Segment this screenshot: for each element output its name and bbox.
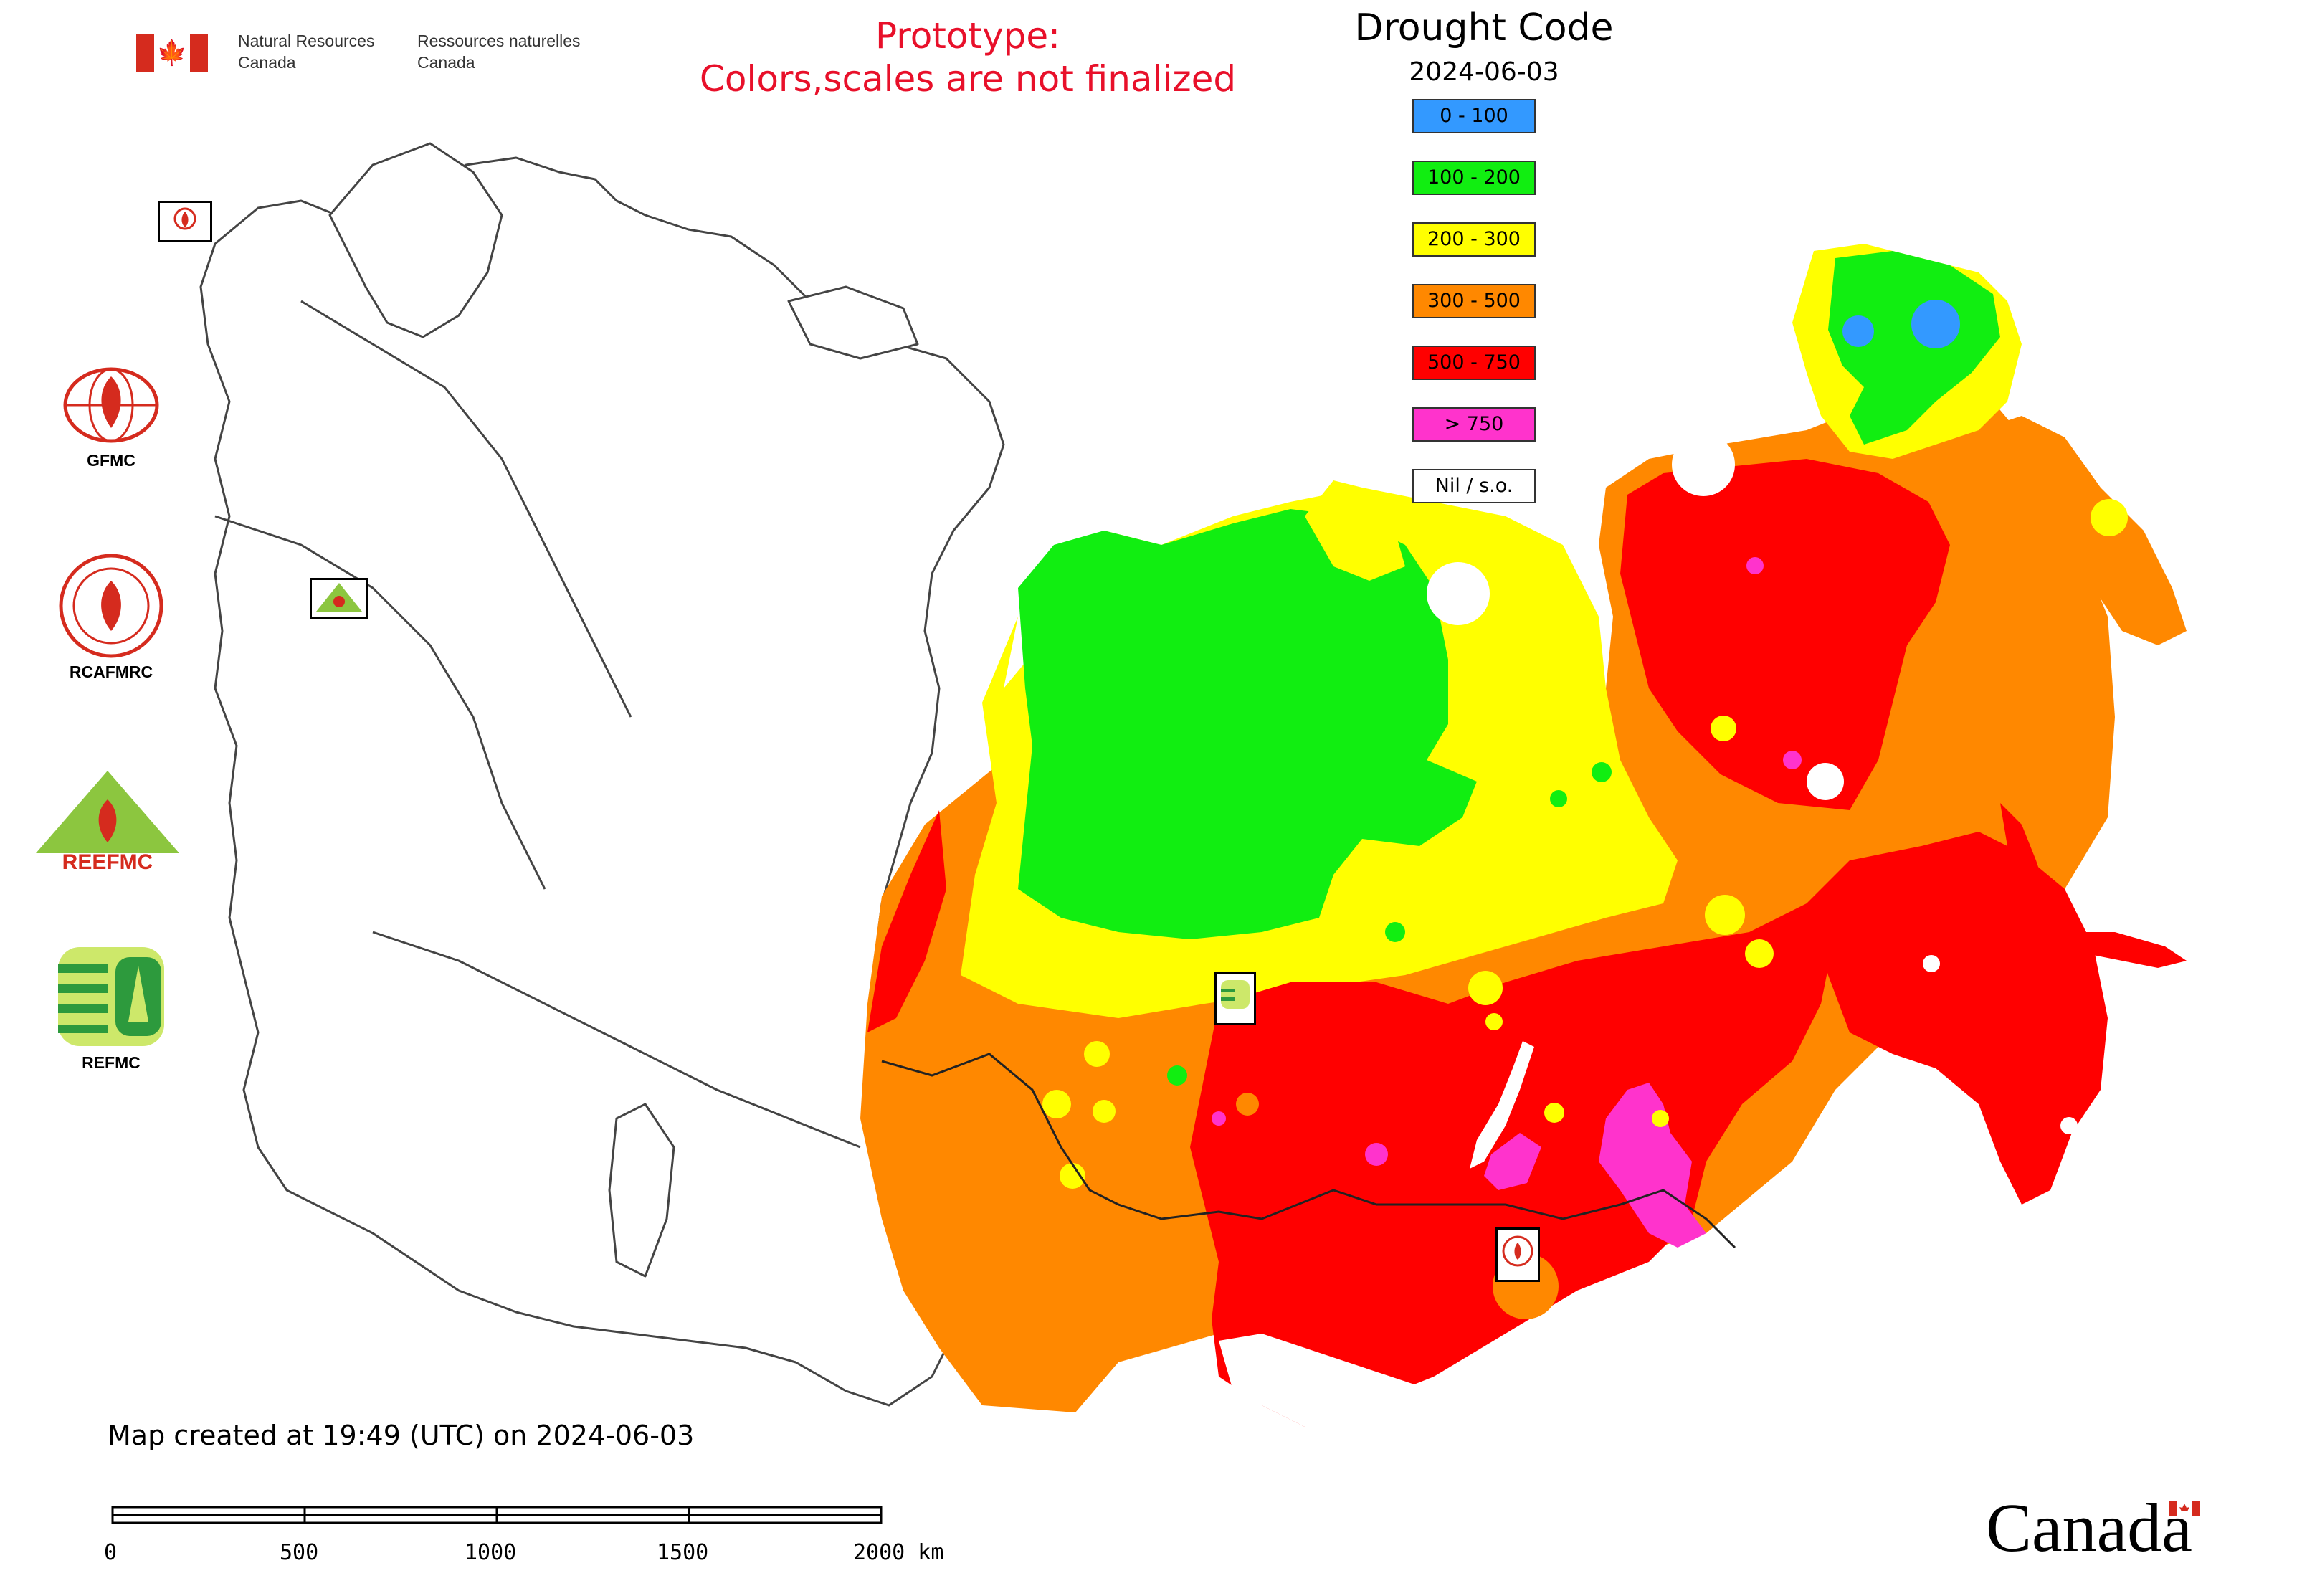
region-red-fareast [1807,832,2108,1205]
region-green-spot-2 [1167,1065,1187,1086]
country-boundaries [199,142,1005,1407]
rcafmrc-map-marker [1495,1227,1540,1282]
region-yellow-kamchatka [2091,499,2128,536]
drought-region [860,244,2187,1448]
region-yellow-spot-1 [1711,716,1736,741]
scale-bar-graphic [111,1506,883,1524]
region-magenta-east [1599,1083,1706,1248]
region-nil-2 [1427,562,1490,625]
department-name-fr: Ressources naturelles Canada [417,32,581,72]
region-nil-1 [1672,433,1735,496]
legend-item-200-300: 200 - 300 [1412,222,1536,257]
reefmc-map-marker [310,578,368,619]
legend-item-nil: Nil / s.o. [1412,469,1536,503]
refmc-sigma-logo-icon [1221,980,1250,1009]
legend-item-300-500: 300 - 500 [1412,284,1536,318]
rcafmrc-seal-logo-icon [1502,1235,1533,1267]
reefmc-triangle-logo-icon [316,583,362,612]
scale-tick-500: 500 [280,1540,319,1565]
canada-wordmark: Canada [1986,1488,2200,1567]
region-orange-kamchatka [1979,416,2187,645]
region-green-spot-4 [1550,790,1567,807]
region-green [1018,509,1477,939]
legend-item-500-750: 500 - 750 [1412,346,1536,380]
refmc-sigma-logo-icon [58,947,164,1046]
refmc-label: REFMC [82,1053,141,1072]
canada-flag-icon: 🍁 [136,34,208,72]
rcafmrc-seal-logo-icon [59,554,163,658]
internal-border-3 [372,931,861,1149]
region-yellow-spot-5 [1042,1090,1071,1118]
internal-border-2 [214,515,546,890]
department-name-en: Natural Resources Canada [238,32,375,72]
gfmc-globe-flame-logo-icon [173,207,196,230]
gfmc-map-marker [158,201,212,242]
scale-tick-2000: 2000 km [853,1540,944,1565]
region-nil-south [1219,1334,1506,1448]
refmc-logo: REFMC [25,943,197,1073]
region-green-chukotka [1828,251,2000,445]
region-nil-5 [2060,1117,2078,1134]
lake-baikal [1470,1041,1534,1169]
refmc-map-marker [1214,972,1256,1025]
region-yellow-north [1305,480,1405,581]
scale-tick-1500: 1500 [657,1540,709,1565]
reefmc-wordmark: REEFMC [62,850,153,874]
caspian-sea [608,1103,675,1278]
region-red-sakhalin [2000,803,2187,968]
rcafmrc-label: RCAFMRC [69,662,153,681]
prototype-line-2: Colors,scales are not finalized [699,58,1237,100]
prototype-notice: Prototype: Colors,scales are not finaliz… [624,14,1312,100]
legend-item-over-750: > 750 [1412,407,1536,442]
internal-border-1 [300,300,632,718]
scale-tick-1000: 1000 [465,1540,517,1565]
legend-item-0-100: 0 - 100 [1412,99,1536,133]
region-red-northeast [1620,459,1950,810]
prototype-line-1: Prototype: [875,15,1061,57]
region-nil-4 [1923,955,1940,972]
region-orange-spot-2 [1236,1093,1259,1116]
region-nil-3 [1807,763,1844,800]
region-magenta-dot-1 [1365,1143,1388,1166]
region-magenta-dot-3 [1783,751,1802,769]
international-border [881,1053,1736,1249]
arctic-islands [787,285,919,360]
region-yellow-spot-9 [1544,1103,1564,1123]
scandinavia-outline [328,142,503,338]
reefmc-triangle-logo-icon: REEFMC [36,771,179,874]
legend-item-100-200: 100 - 200 [1412,161,1536,195]
region-green-spot-1 [1385,922,1405,942]
gfmc-globe-flame-logo-icon [63,367,159,443]
region-blue-2 [1911,300,1960,348]
canada-flag-icon [2169,1501,2200,1516]
region-blue-1 [1842,315,1874,347]
region-green-spot-3 [1592,762,1612,782]
legend-title: Drought Code [1354,6,1614,49]
region-magenta-dot-2 [1746,557,1764,574]
gfmc-label: GFMC [87,451,135,470]
region-yellow-spot-6 [1093,1100,1116,1123]
region-yellow-spot-7 [1060,1163,1085,1189]
scale-bar [111,1506,885,1524]
scale-tick-0: 0 [104,1540,118,1565]
region-magenta-baikal [1484,1133,1541,1190]
region-yellow-spot-10 [1652,1110,1669,1127]
government-signature: 🍁 Natural Resources Canada Ressources na… [136,30,609,73]
region-yellow-spot-11 [1485,1013,1503,1030]
canada-wordmark-text: Canada [1986,1489,2192,1566]
reefmc-logo: REEFMC [22,767,194,878]
region-magenta-dot-4 [1212,1111,1226,1126]
region-yellow-spot-4 [1084,1041,1110,1067]
map-created-note: Map created at 19:49 (UTC) on 2024-06-03 [108,1420,695,1451]
rcafmrc-logo: RCAFMRC [25,552,197,682]
legend-date: 2024-06-03 [1409,57,1559,87]
region-yellow-spot-8 [1468,971,1503,1005]
region-red-west [867,810,946,1032]
region-yellow-spot-3 [1745,939,1774,968]
region-yellow-spot-2 [1705,895,1745,935]
gfmc-logo: GFMC [25,362,197,470]
